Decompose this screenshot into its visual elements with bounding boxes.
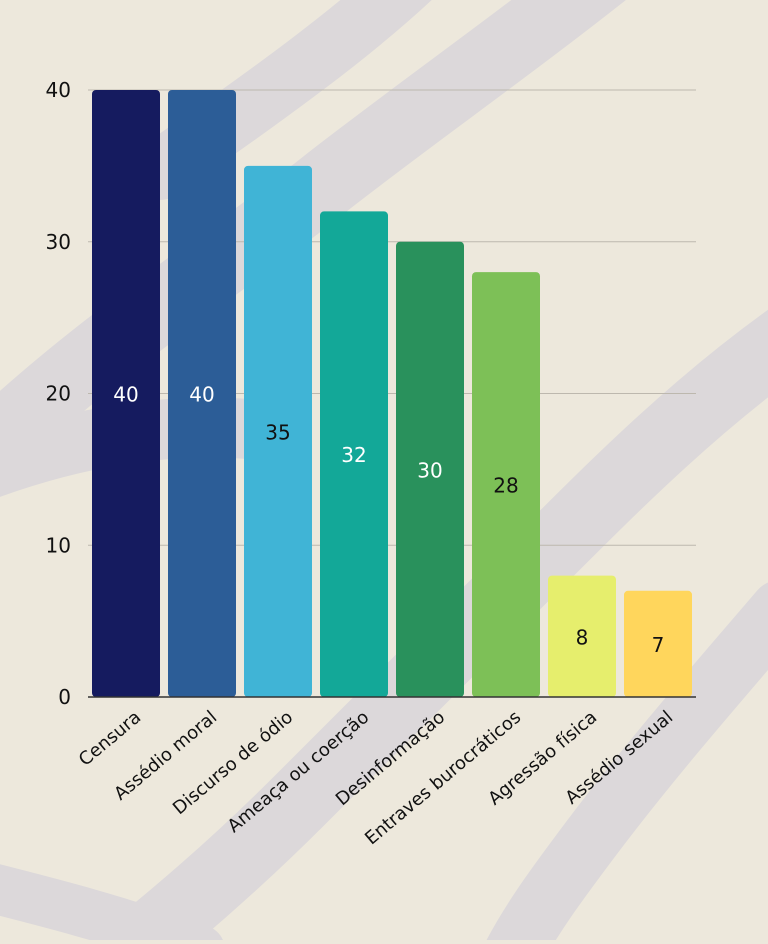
- bar: [548, 575, 616, 697]
- data-labels: 40 40 35 32 30 28 8 7: [113, 383, 664, 657]
- y-tick-label: 0: [58, 685, 71, 709]
- bar: [624, 590, 692, 697]
- x-tick-label: Censura: [75, 707, 145, 771]
- bar: [168, 90, 236, 697]
- y-tick-label: 30: [46, 230, 71, 254]
- bar: [396, 241, 464, 697]
- bar: [320, 211, 388, 697]
- data-label: 40: [113, 383, 138, 407]
- bar: [244, 165, 312, 697]
- data-label: 7: [652, 633, 665, 657]
- y-axis-ticks: 0 10 20 30 40: [46, 78, 71, 709]
- y-tick-label: 40: [46, 78, 71, 102]
- data-label: 35: [265, 420, 290, 444]
- y-tick-label: 10: [46, 533, 71, 557]
- y-tick-label: 20: [46, 382, 71, 406]
- data-label: 8: [576, 625, 589, 649]
- bars: [92, 90, 692, 697]
- data-label: 30: [417, 458, 442, 482]
- data-label: 32: [341, 443, 366, 467]
- data-label: 28: [493, 474, 518, 498]
- data-label: 40: [189, 383, 214, 407]
- bar: [92, 90, 160, 697]
- bar: [472, 272, 540, 697]
